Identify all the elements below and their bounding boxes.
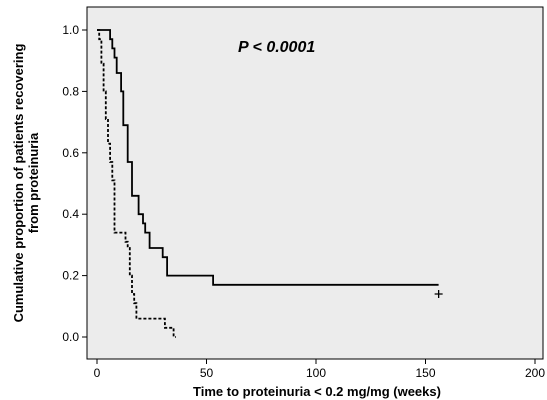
y-axis-title-line-1: Cumulative proportion of patients recove… (11, 44, 26, 323)
plot-area (86, 6, 544, 360)
censor-marker (434, 290, 443, 299)
x-tick-label: 200 (525, 366, 545, 380)
y-tick-label: 0.6 (62, 146, 79, 160)
y-axis-title-line-2: from proteinuria (26, 132, 41, 233)
y-tick-label: 0.2 (62, 269, 79, 283)
x-axis-title: Time to proteinuria < 0.2 mg/mg (weeks) (193, 384, 441, 399)
p-value-annotation: P < 0.0001 (238, 39, 315, 56)
x-tick-label: 100 (306, 366, 326, 380)
x-tick-label: 150 (415, 366, 435, 380)
axis-ticks: 0 50 100 150 200 0.0 0.2 0.4 0.6 0.8 1.0 (62, 23, 545, 380)
x-tick-label: 50 (200, 366, 214, 380)
y-tick-label: 0.0 (62, 330, 79, 344)
y-tick-label: 0.8 (62, 84, 79, 98)
x-tick-label: 0 (94, 366, 101, 380)
y-tick-label: 0.4 (62, 207, 79, 221)
dashed-survival-curve-1 (97, 29, 176, 338)
series-layer (97, 29, 443, 338)
solid-survival-curve-0 (97, 29, 439, 286)
y-tick-label: 1.0 (62, 23, 79, 37)
